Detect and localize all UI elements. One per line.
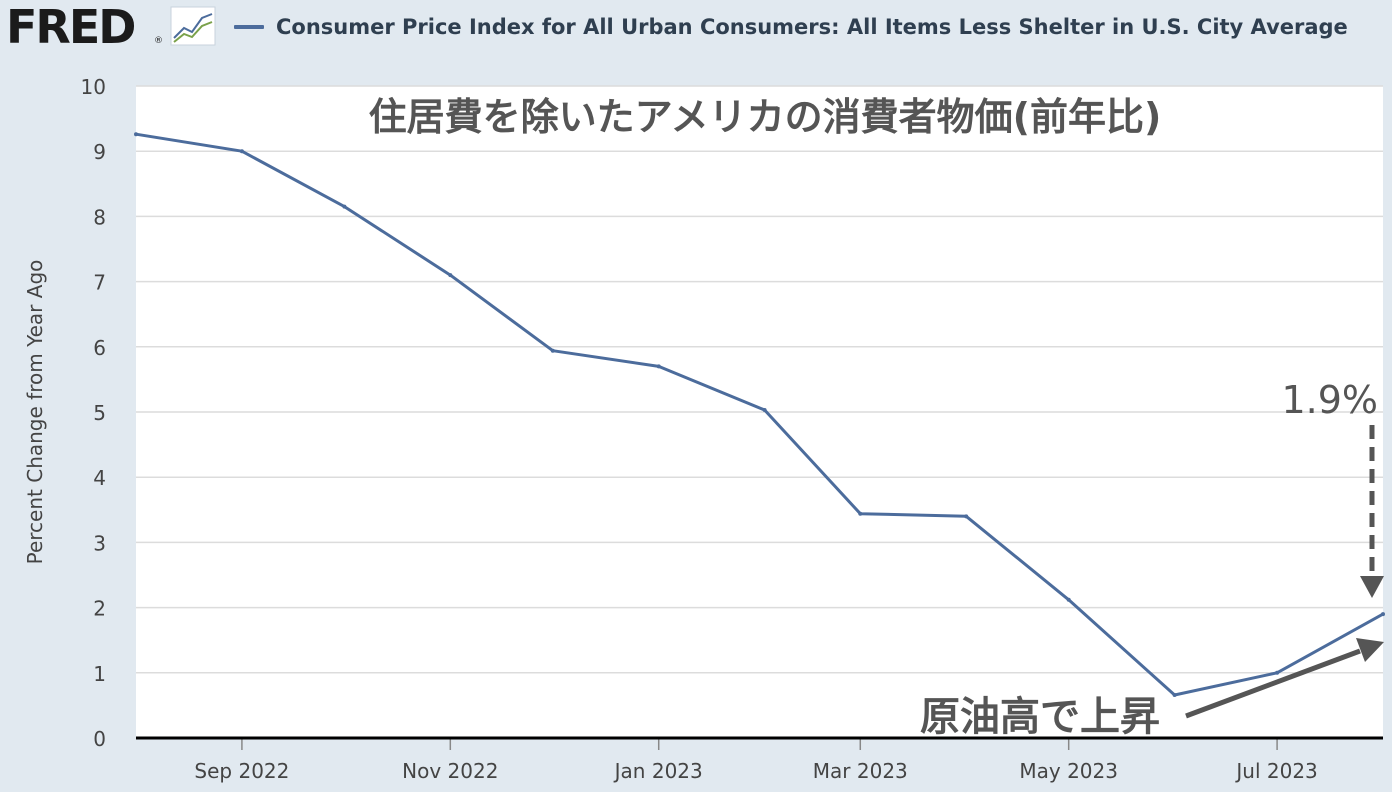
- data-point[interactable]: [342, 204, 347, 209]
- chart-title: 住居費を除いたアメリカの消費者物価(前年比): [369, 95, 1162, 139]
- y-tick-label: 4: [93, 466, 106, 490]
- y-tick-label: 7: [93, 271, 106, 295]
- data-point[interactable]: [550, 348, 555, 353]
- x-tick-label: Sep 2022: [194, 759, 289, 783]
- data-point[interactable]: [1066, 597, 1071, 602]
- annotation-value-label: 1.9%: [1281, 378, 1378, 422]
- fred-graph-icon: [170, 6, 216, 46]
- header: FRED ® Consumer Price Index for All Urba…: [0, 0, 1392, 56]
- annotation-oil-label: 原油高で上昇: [920, 694, 1160, 740]
- data-point[interactable]: [1275, 670, 1280, 675]
- x-tick-label: Jul 2023: [1234, 759, 1317, 783]
- data-point[interactable]: [448, 273, 453, 278]
- y-tick-label: 9: [93, 140, 106, 164]
- x-tick-label: Mar 2023: [813, 759, 908, 783]
- data-point[interactable]: [239, 149, 244, 154]
- y-tick-label: 5: [93, 401, 106, 425]
- legend-series-swatch: [234, 25, 264, 29]
- y-tick-label: 1: [93, 662, 106, 686]
- data-point[interactable]: [964, 514, 969, 519]
- dashed-arrow-head: [1360, 576, 1384, 598]
- data-point[interactable]: [762, 408, 767, 413]
- data-point[interactable]: [134, 132, 138, 137]
- fred-logo[interactable]: FRED: [6, 0, 136, 54]
- x-tick-label: Nov 2022: [402, 759, 498, 783]
- data-point[interactable]: [858, 511, 863, 516]
- y-axis-label: Percent Change from Year Ago: [23, 260, 47, 565]
- x-tick-label: Jan 2023: [613, 759, 703, 783]
- oil-arrow-shaft: [1185, 648, 1361, 719]
- data-point[interactable]: [656, 364, 661, 369]
- y-tick-label: 0: [93, 727, 106, 751]
- data-point[interactable]: [1172, 692, 1177, 697]
- registered-mark: ®: [154, 36, 163, 46]
- oil-arrow-head: [1356, 638, 1384, 662]
- y-tick-label: 8: [93, 205, 106, 229]
- legend-series-label[interactable]: Consumer Price Index for All Urban Consu…: [276, 15, 1348, 39]
- x-tick-label: May 2023: [1019, 759, 1118, 783]
- y-tick-label: 2: [93, 597, 106, 621]
- data-point[interactable]: [1381, 612, 1385, 617]
- y-tick-label: 10: [81, 75, 106, 99]
- y-tick-label: 3: [93, 531, 106, 555]
- y-tick-label: 6: [93, 336, 106, 360]
